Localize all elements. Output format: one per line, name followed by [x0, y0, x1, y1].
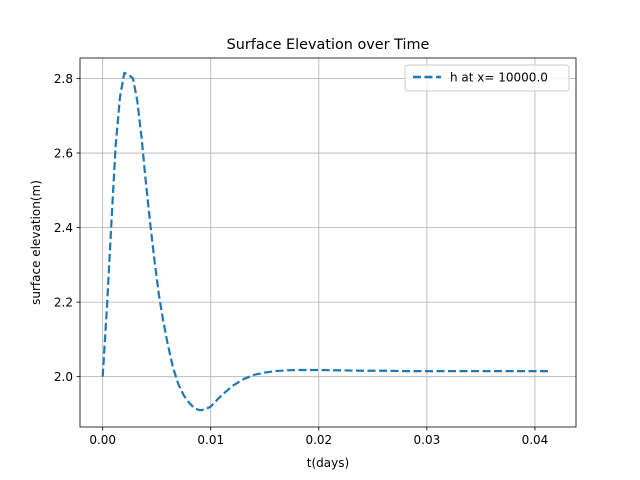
y-tick-label: 2.6: [54, 146, 73, 160]
x-axis: 0.00 0.01 0.02 0.03 0.04: [89, 427, 548, 447]
x-tick-label: 0.04: [522, 433, 549, 447]
y-axis: 2.0 2.2 2.4 2.6 2.8: [54, 72, 80, 384]
y-axis-label: surface elevation(m): [29, 180, 43, 305]
y-tick-label: 2.2: [54, 295, 73, 309]
x-tick-label: 0.00: [89, 433, 116, 447]
chart-title: Surface Elevation over Time: [227, 37, 430, 53]
y-tick-label: 2.8: [54, 72, 73, 86]
series-line-0: [101, 71, 552, 412]
x-tick-label: 0.02: [305, 433, 332, 447]
legend-label: h at x= 10000.0: [450, 71, 548, 85]
y-tick-label: 2.4: [54, 221, 73, 235]
legend-box: [404, 64, 570, 92]
x-tick-label: 0.01: [197, 433, 224, 447]
x-axis-label: t(days): [307, 456, 349, 470]
x-tick-label: 0.03: [414, 433, 441, 447]
y-tick-label: 2.0: [54, 370, 73, 384]
series-layer: [101, 71, 552, 412]
legend: h at x= 10000.0: [404, 64, 570, 92]
plot-frame: [79, 57, 577, 428]
